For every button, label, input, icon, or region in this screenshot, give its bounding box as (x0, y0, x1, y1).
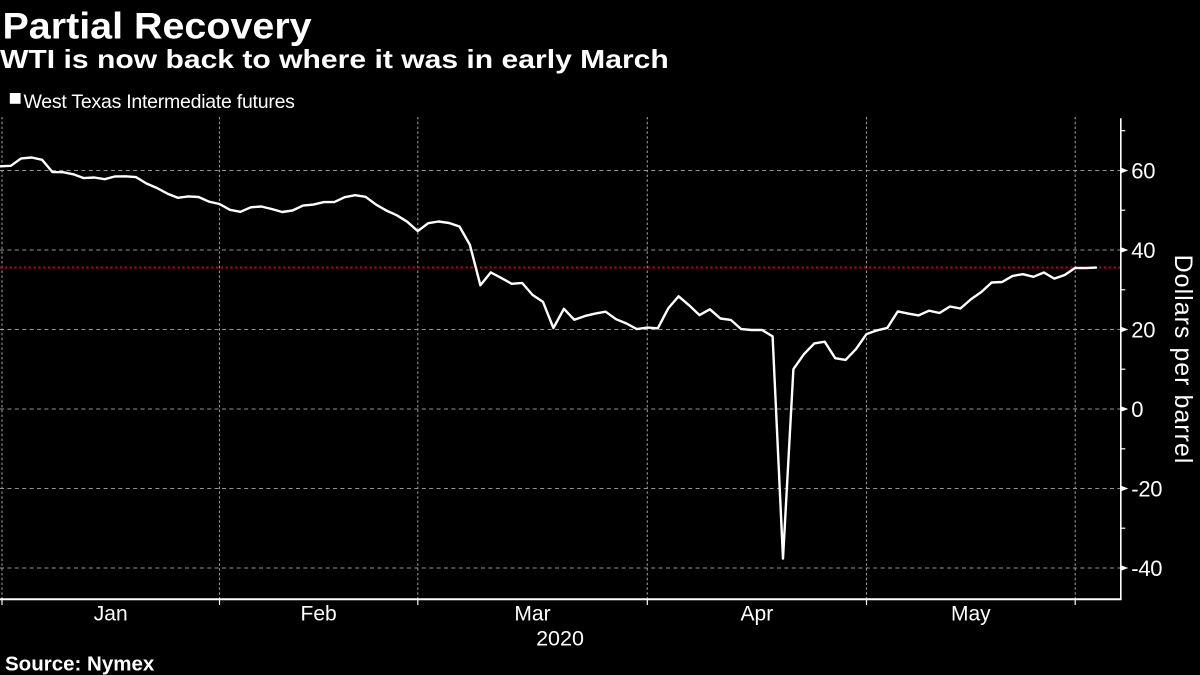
svg-text:West Texas Intermediate future: West Texas Intermediate futures (24, 91, 296, 113)
svg-text:Apr: Apr (741, 603, 774, 626)
svg-text:Dollars per barrel: Dollars per barrel (1169, 255, 1197, 465)
svg-text:60: 60 (1131, 159, 1155, 184)
svg-text:40: 40 (1131, 238, 1155, 263)
svg-text:Source: Nymex: Source: Nymex (5, 653, 155, 675)
svg-text:WTI is now back to where it wa: WTI is now back to where it was in early… (0, 45, 669, 74)
svg-text:Partial Recovery: Partial Recovery (3, 5, 313, 47)
svg-text:Jan: Jan (94, 603, 128, 626)
svg-text:Feb: Feb (301, 603, 337, 626)
svg-text:-20: -20 (1131, 477, 1162, 502)
svg-text:20: 20 (1131, 318, 1155, 343)
svg-text:Mar: Mar (514, 603, 550, 626)
svg-text:2020: 2020 (536, 626, 584, 650)
svg-text:May: May (951, 603, 991, 626)
svg-text:-40: -40 (1131, 556, 1162, 581)
svg-text:0: 0 (1131, 397, 1143, 422)
